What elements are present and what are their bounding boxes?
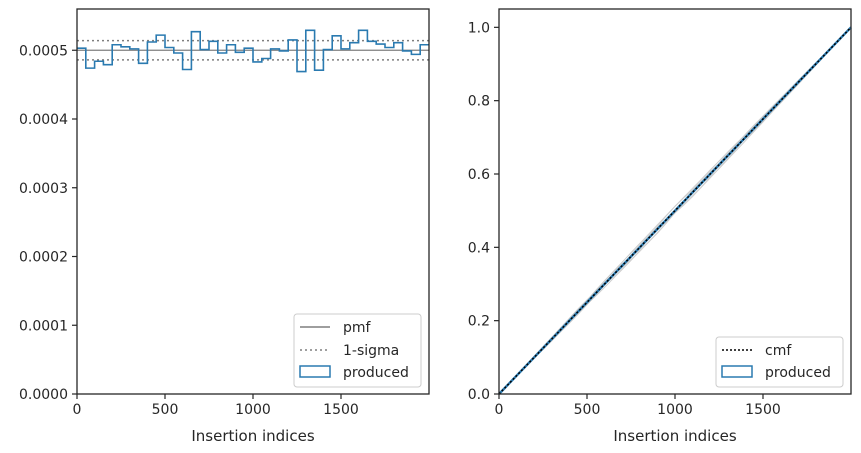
pmf-x-ticks: 0 500 1000 1500 [73,394,359,418]
pmf-legend-box [293,313,422,388]
cmf-legend: cmf produced [715,336,844,388]
p2-y-tick-label: 0.8 [468,94,490,110]
pmf-panel: 0 500 1000 1500 0.00000.00010.00020.00030.0… [19,8,430,445]
p2-y-tick-label: 1.0 [468,20,490,36]
pmf-x-axis-title: Insertion indices [191,427,314,445]
produced-step-series [77,29,429,73]
p1-x-tick-label: 1000 [235,402,271,418]
cmf-x-axis-title: Insertion indices [613,427,736,445]
p1-y-tick-label: 0.0004 [19,112,68,128]
legend-produced-swatch [299,365,331,378]
p2-x-tick-label: 0 [495,402,504,418]
legend-cmf-produced-label: produced [765,365,831,381]
p1-y-tick-label: 0.0000 [19,387,68,403]
p2-x-tick-label: 500 [574,402,601,418]
p1-x-tick-label: 0 [73,402,82,418]
p2-y-tick-label: 0.2 [468,314,490,330]
p1-y-tick-label: 0.0005 [19,43,68,59]
legend-produced-label: produced [343,365,409,381]
cmf-x-ticks: 0 500 1000 1500 [495,394,781,418]
p2-y-tick-label: 0.0 [468,387,490,403]
p2-x-tick-label: 1000 [657,402,693,418]
p1-x-tick-label: 500 [152,402,179,418]
p2-y-tick-label: 0.6 [468,167,490,183]
pmf-legend: pmf 1-sigma produced [293,313,422,388]
p1-y-tick-label: 0.0001 [19,318,68,334]
legend-1-sigma-label: 1-sigma [343,343,399,359]
cmf-panel: 0 500 1000 1500 0.0 0.2 0.4 0.6 0.8 1.0 Insertio… [468,8,852,445]
p1-y-tick-label: 0.0003 [19,181,68,197]
legend-pmf-label: pmf [343,320,372,336]
pmf-y-ticks: 0.0000 0.0001 0.0002 0.0003 0.0004 0.0005 [19,43,77,403]
p2-x-tick-label: 1500 [745,402,781,418]
p1-x-tick-label: 1500 [323,402,359,418]
cmf-line [498,26,852,395]
legend-cmf-produced-swatch [721,365,753,378]
cmf-plot-frame [498,8,852,395]
cmf-y-ticks: 0.0 0.2 0.4 0.6 0.8 1.0 [468,20,499,403]
p1-y-tick-label: 0.0002 [19,250,68,266]
p2-y-tick-label: 0.4 [468,240,490,256]
legend-cmf-label: cmf [765,343,792,359]
